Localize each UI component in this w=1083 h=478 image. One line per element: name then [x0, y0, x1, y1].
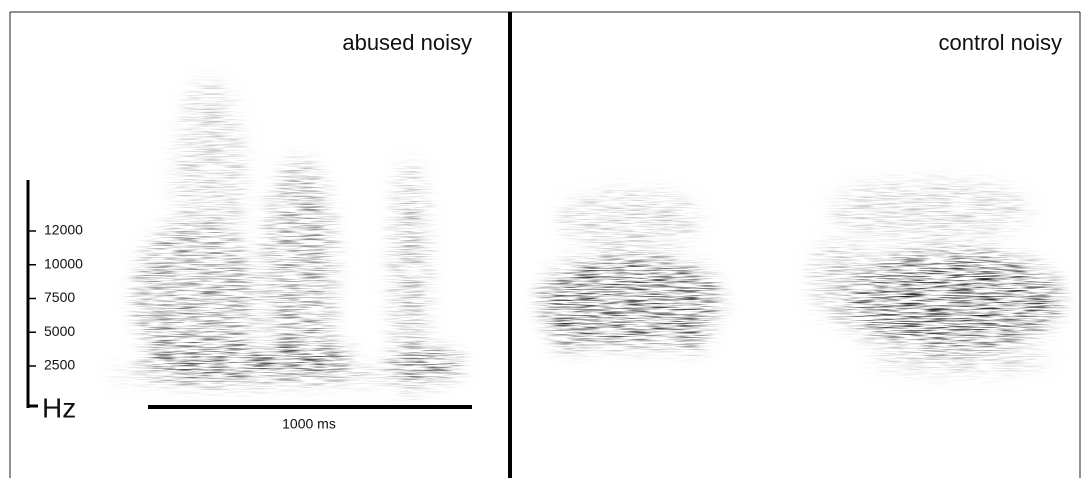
spectrogram-left	[110, 80, 460, 400]
frequency-ticks: 12000 10000 7500 5000 2500	[28, 222, 83, 373]
tick-label: 12000	[44, 222, 83, 238]
tick-label: 10000	[44, 255, 83, 271]
time-scale-label: 1000 ms	[282, 416, 336, 432]
spectrogram-right	[540, 180, 1060, 372]
tick-label: 2500	[44, 357, 75, 373]
tick-label: 7500	[44, 289, 75, 305]
tick-label: 5000	[44, 323, 75, 339]
panel-title: control noisy	[938, 30, 1062, 55]
figure: abused noisy control noisy 12000 10000 750…	[0, 0, 1083, 478]
frequency-axis-label: Hz	[42, 392, 76, 423]
panel-title: abused noisy	[342, 30, 472, 55]
